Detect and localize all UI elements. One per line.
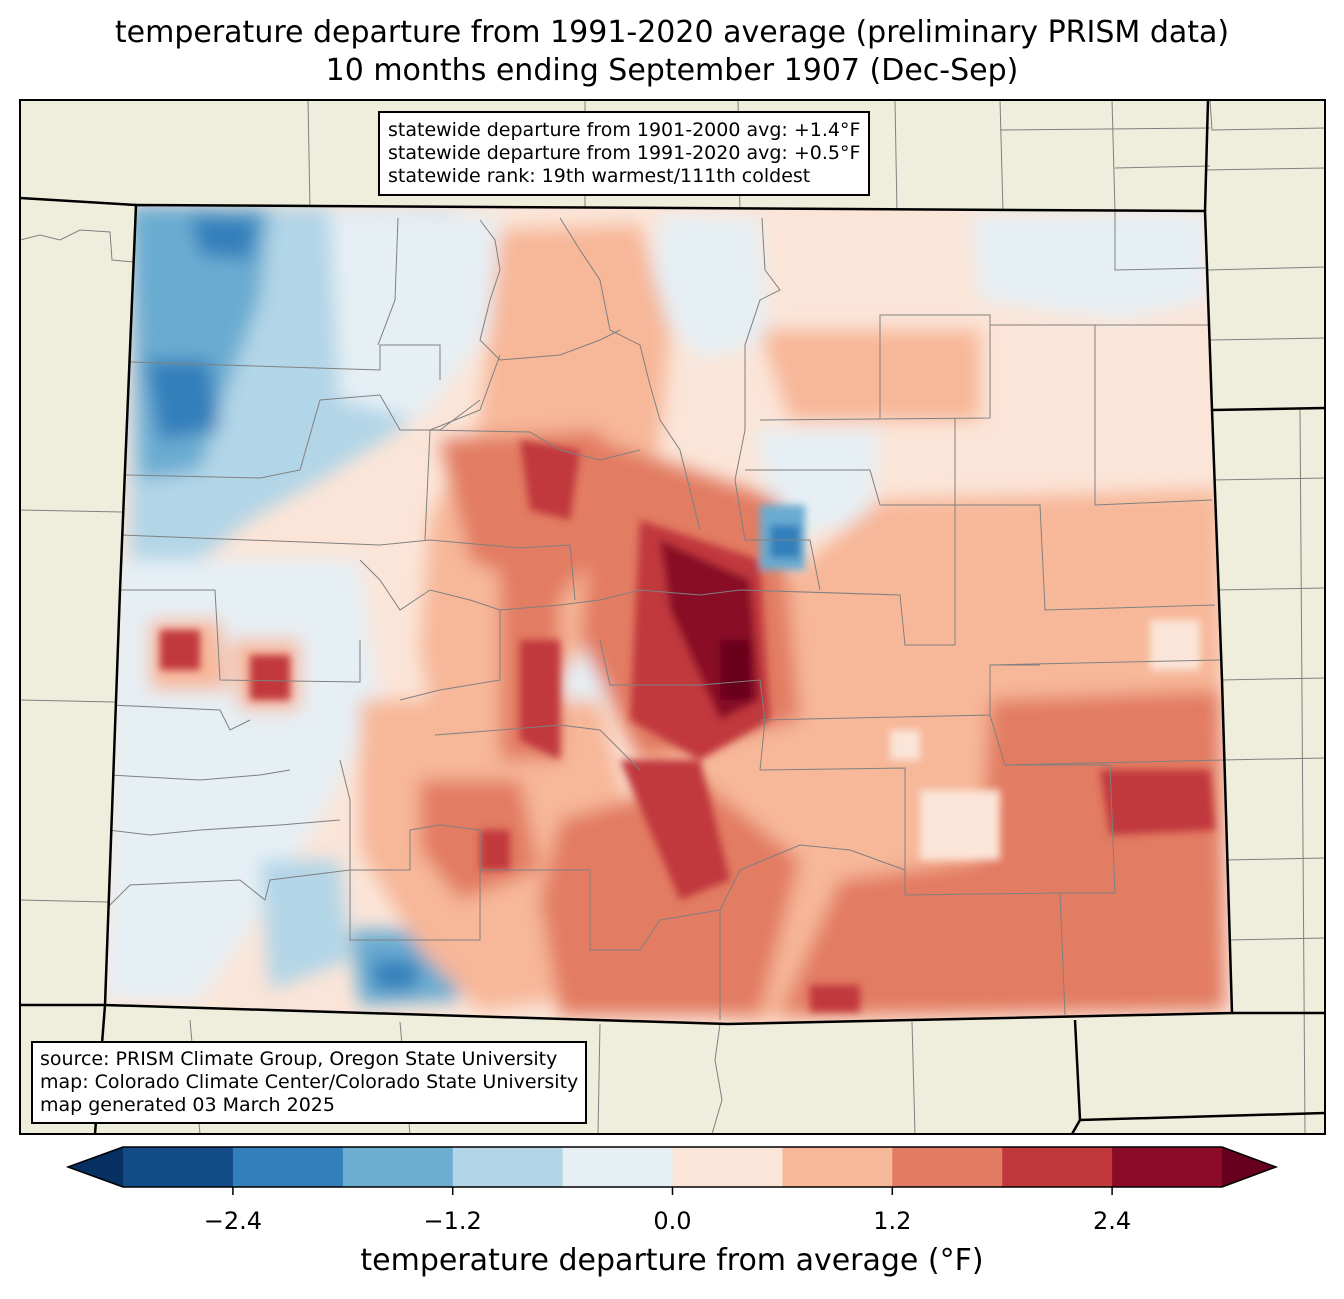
source-line-3: map generated 03 March 2025	[40, 1094, 335, 1116]
colorbar-segment	[342, 1147, 454, 1187]
colorbar-tick-label: 2.4	[1093, 1207, 1132, 1235]
colorbar-tick-label: 0.0	[653, 1207, 692, 1235]
colorbar-tick-label: −1.2	[423, 1207, 482, 1235]
map-frame	[19, 99, 1326, 1135]
colorbar-segment	[562, 1147, 673, 1187]
colorbar-tick-label: 1.2	[873, 1207, 912, 1235]
colorbar-segments	[65, 1146, 1279, 1188]
colorbar-segment	[782, 1147, 893, 1187]
colorbar-segment	[232, 1147, 344, 1187]
stats-line-2: statewide departure from 1991-2020 avg: …	[388, 142, 861, 164]
statewide-stats-box: statewide departure from 1901-2000 avg: …	[378, 111, 871, 196]
neighbor-state-borders	[20, 100, 1325, 1134]
colorbar-segment	[892, 1147, 1003, 1187]
colorbar-segment	[452, 1147, 564, 1187]
colorado-county-lines	[105, 211, 1226, 1020]
colorbar-tick-label: −2.4	[203, 1207, 263, 1235]
source-line-1: source: PRISM Climate Group, Oregon Stat…	[40, 1048, 558, 1070]
colorbar-segment	[1002, 1147, 1113, 1187]
colorbar-min-extension	[68, 1147, 123, 1187]
source-credits-box: source: PRISM Climate Group, Oregon Stat…	[31, 1041, 588, 1124]
colorbar-segment	[672, 1147, 783, 1187]
colorado-border	[103, 203, 1234, 1026]
colorbar-outline	[65, 1146, 1279, 1188]
colorbar-label: temperature departure from average (°F)	[360, 1243, 984, 1278]
source-line-2: map: Colorado Climate Center/Colorado St…	[40, 1071, 579, 1093]
map-title-line-2: 10 months ending September 1907 (Dec-Sep…	[325, 53, 1019, 88]
temperature-field	[105, 205, 1232, 1024]
colorbar-segment	[1112, 1147, 1223, 1187]
map-title-line-1: temperature departure from 1991-2020 ave…	[114, 15, 1230, 50]
stats-line-3: statewide rank: 19th warmest/111th colde…	[388, 165, 811, 187]
colorbar-segment	[123, 1147, 234, 1187]
colorbar-max-extension	[1222, 1147, 1276, 1187]
colorbar-ticks	[232, 1187, 1113, 1195]
stats-line-1: statewide departure from 1901-2000 avg: …	[388, 119, 861, 141]
